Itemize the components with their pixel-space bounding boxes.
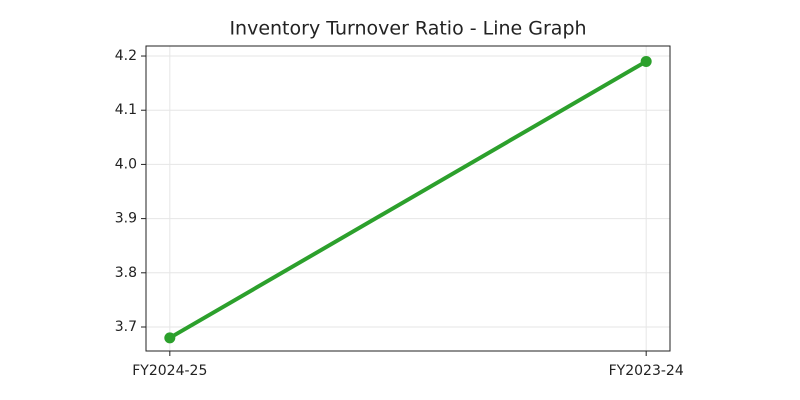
data-line xyxy=(167,59,649,340)
data-point xyxy=(640,55,652,67)
data-point xyxy=(164,332,176,344)
y-tick-label: 3.7 xyxy=(115,319,137,335)
y-tick-label: 3.8 xyxy=(115,265,137,281)
x-tick-label: FY2024-25 xyxy=(132,363,207,379)
x-tick-label: FY2023-24 xyxy=(609,363,684,379)
y-tick-label: 4.1 xyxy=(115,102,137,118)
y-tick-label: 3.9 xyxy=(115,211,137,227)
chart-title: Inventory Turnover Ratio - Line Graph xyxy=(229,18,586,40)
y-tick-label: 4.2 xyxy=(115,48,137,64)
y-tick-label: 4.0 xyxy=(115,156,137,172)
plot-frame xyxy=(145,45,671,352)
